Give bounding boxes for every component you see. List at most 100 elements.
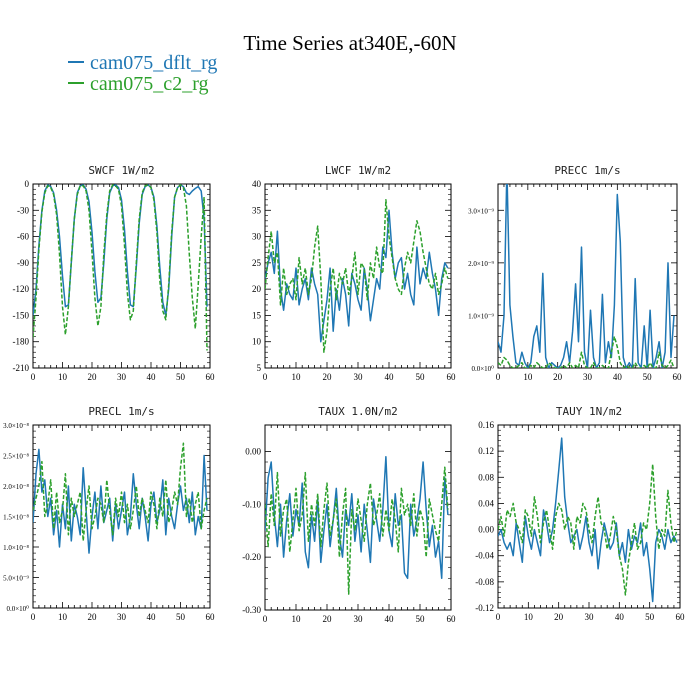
- y-tick-label-tauy: 0.16: [478, 420, 494, 430]
- x-tick-label-lwcf: 20: [323, 372, 333, 382]
- x-tick-label-swcf: 0: [31, 372, 36, 382]
- x-tick-label-lwcf: 60: [447, 372, 457, 382]
- y-tick-label-taux: 0.00: [245, 446, 261, 456]
- series-line-precc-c2: [498, 335, 675, 368]
- y-tick-label-precl: 5.0×10⁻⁹: [3, 575, 29, 583]
- y-tick-label-precc: 2.0×10⁻⁹: [468, 260, 494, 268]
- series-line-tauy-c2: [498, 463, 678, 596]
- x-tick-label-precl: 30: [117, 612, 127, 622]
- x-tick-label-tauy: 60: [676, 612, 686, 622]
- y-tick-label-lwcf: 40: [252, 179, 262, 189]
- y-tick-label-precc: 3.0×10⁻⁹: [468, 207, 494, 215]
- series-line-precl-dflt: [33, 448, 208, 554]
- panel-title-precl: PRECL 1m/s: [88, 405, 154, 418]
- y-tick-label-swcf: -120: [13, 284, 30, 294]
- x-tick-label-precl: 20: [88, 612, 98, 622]
- y-tick-label-precl: 1.5×10⁻⁸: [3, 514, 29, 522]
- x-tick-label-lwcf: 50: [416, 372, 426, 382]
- x-tick-label-taux: 30: [354, 614, 364, 624]
- y-tick-label-lwcf: 30: [252, 232, 262, 242]
- panel-grid: SWCF 1W/m20 10 20 30 40 50 60-210-180-150-120-…: [3, 164, 685, 624]
- y-tick-label-swcf: -90: [17, 258, 29, 268]
- panel-title-lwcf: LWCF 1W/m2: [325, 164, 391, 177]
- y-tick-label-lwcf: 10: [252, 337, 262, 347]
- y-tick-label-tauy: -0.04: [475, 551, 494, 561]
- x-tick-label-tauy: 30: [585, 612, 595, 622]
- x-tick-label-lwcf: 10: [292, 372, 302, 382]
- series-line-taux-dflt: [265, 455, 449, 580]
- y-tick-label-precl: 3.0×10⁻⁸: [3, 422, 29, 430]
- x-tick-label-swcf: 30: [117, 372, 127, 382]
- x-tick-label-swcf: 60: [206, 372, 216, 382]
- x-tick-label-taux: 0: [263, 614, 268, 624]
- panel-title-swcf: SWCF 1W/m2: [88, 164, 154, 177]
- x-tick-label-precc: 40: [613, 372, 623, 382]
- x-tick-label-taux: 60: [447, 614, 457, 624]
- y-tick-label-precl: 2.0×10⁻⁸: [3, 483, 29, 491]
- legend-label-c2: cam075_c2_rg: [90, 73, 209, 95]
- x-tick-label-precl: 10: [58, 612, 68, 622]
- y-tick-label-tauy: 0.04: [478, 498, 494, 508]
- series-line-lwcf-c2: [265, 199, 449, 353]
- panel-title-tauy: TAUY 1N/m2: [556, 405, 622, 418]
- x-tick-label-precc: 0: [496, 372, 501, 382]
- x-tick-label-precc: 20: [553, 372, 563, 382]
- figure-legend: cam075_dflt_rg cam075_c2_rg: [68, 52, 217, 95]
- x-tick-label-swcf: 40: [147, 372, 157, 382]
- y-tick-label-precc: 0.0×10⁰: [471, 365, 494, 373]
- x-tick-label-tauy: 10: [524, 612, 534, 622]
- x-tick-label-swcf: 20: [88, 372, 98, 382]
- x-tick-label-precl: 0: [31, 612, 36, 622]
- y-tick-label-tauy: 0.08: [478, 472, 494, 482]
- series-line-precc-dflt: [498, 184, 675, 368]
- panel-taux: TAUX 1.0N/m2 0 10 20 30 40 50 60 -0.30 -0.20 -0.10…: [242, 405, 456, 624]
- y-tick-label-lwcf: 35: [252, 205, 262, 215]
- x-tick-label-precc: 10: [523, 372, 533, 382]
- y-tick-label-taux: -0.10: [242, 499, 261, 509]
- x-tick-label-lwcf: 30: [354, 372, 364, 382]
- y-tick-label-swcf: -180: [13, 337, 30, 347]
- x-tick-label-lwcf: 40: [385, 372, 395, 382]
- x-tick-label-tauy: 50: [645, 612, 655, 622]
- y-tick-label-lwcf: 5: [257, 363, 262, 373]
- y-tick-label-lwcf: 20: [252, 284, 262, 294]
- x-tick-label-precc: 50: [643, 372, 653, 382]
- series-line-lwcf-dflt: [265, 209, 449, 343]
- legend-label-dflt: cam075_dflt_rg: [90, 52, 217, 74]
- series-line-tauy-dflt: [498, 437, 678, 603]
- plot-frame-precc: [497, 183, 678, 369]
- y-tick-label-precl: 0.0×10⁰: [6, 605, 29, 613]
- y-tick-label-tauy: -0.12: [475, 603, 494, 613]
- panel-precc: PRECC 1m/s 0 10 20 30 40 50 60 0.0×10⁰ 1.0×10⁻⁹ 2.…: [468, 164, 682, 382]
- series-line-taux-c2: [265, 466, 449, 595]
- x-tick-label-lwcf: 0: [263, 372, 268, 382]
- y-tick-label-swcf: -60: [17, 232, 29, 242]
- x-tick-label-precc: 60: [673, 372, 683, 382]
- panel-swcf: SWCF 1W/m2 0 10 20 30 40 50 60 -210 -180 -150 -120 -…: [13, 164, 216, 382]
- y-tick-label-lwcf: 15: [252, 310, 262, 320]
- x-tick-label-tauy: 20: [554, 612, 564, 622]
- panel-lwcf: LWCF 1W/m2 0 10 20 30 40 50 60 5 10 15 20 25 30 35 40: [252, 164, 456, 382]
- y-tick-label-swcf: 0: [25, 179, 30, 189]
- y-tick-label-taux: -0.30: [242, 605, 261, 615]
- x-tick-label-tauy: 40: [615, 612, 625, 622]
- y-tick-label-tauy: -0.08: [475, 577, 494, 587]
- series-line-swcf-c2: [33, 184, 208, 351]
- x-tick-label-taux: 40: [385, 614, 395, 624]
- y-tick-label-lwcf: 25: [252, 258, 262, 268]
- x-tick-label-swcf: 10: [58, 372, 68, 382]
- y-tick-label-precl: 2.5×10⁻⁸: [3, 453, 29, 461]
- y-tick-label-precl: 1.0×10⁻⁸: [3, 544, 29, 552]
- x-tick-label-taux: 20: [323, 614, 333, 624]
- panel-precl: PRECL 1m/s 0 10 20 30 40 50 60 0.0×10⁰ 5.0×10⁻⁹ 1.…: [3, 405, 215, 622]
- y-tick-label-taux: -0.20: [242, 552, 261, 562]
- x-tick-label-precl: 60: [206, 612, 216, 622]
- x-tick-label-tauy: 0: [496, 612, 501, 622]
- x-tick-label-precl: 50: [176, 612, 186, 622]
- figure-title: Time Series at340E,-60N: [243, 31, 456, 55]
- y-tick-label-swcf: -210: [13, 363, 30, 373]
- panel-tauy: TAUY 1N/m2 0 10 20 30 40 50 60 -0.12 -0.08 -0.04 0.…: [475, 405, 685, 622]
- x-tick-label-taux: 50: [416, 614, 426, 624]
- y-tick-label-tauy: 0.00: [478, 525, 494, 535]
- x-tick-label-precl: 40: [147, 612, 157, 622]
